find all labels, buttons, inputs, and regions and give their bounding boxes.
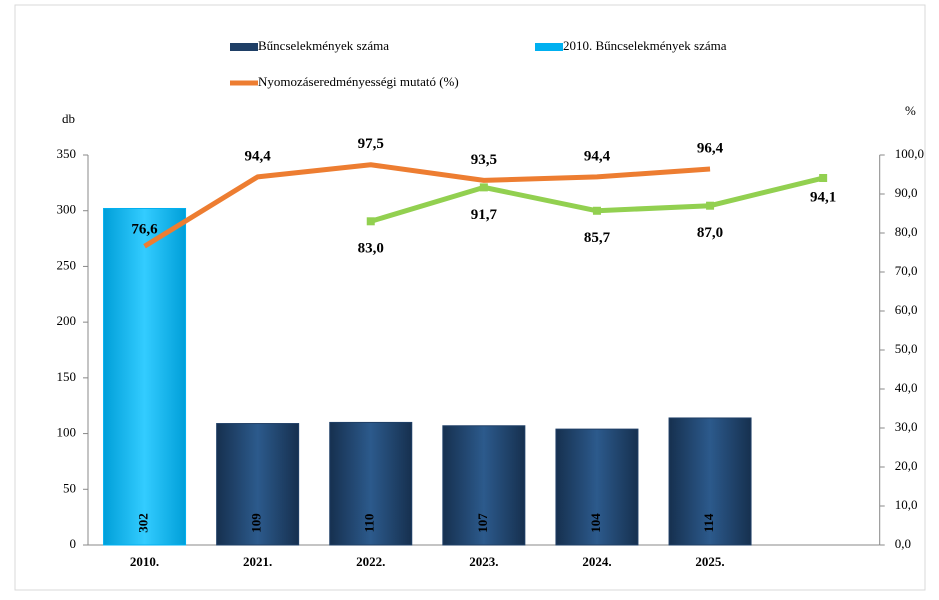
bar xyxy=(668,417,752,546)
y-tick-label: 200 xyxy=(57,313,77,328)
y2-tick-label: 0,0 xyxy=(895,536,911,551)
bar-value-label: 104 xyxy=(588,513,603,533)
bar xyxy=(103,207,187,546)
x-tick-label: 2010. xyxy=(130,554,159,569)
line-marker xyxy=(592,206,601,215)
line-marker xyxy=(479,183,488,192)
line xyxy=(143,162,711,249)
y-tick-label: 0 xyxy=(70,536,77,551)
legend-label: 2010. Bűncselekmények száma xyxy=(563,38,727,53)
y2-tick-label: 100,0 xyxy=(895,146,924,161)
y2-tick-label: 30,0 xyxy=(895,419,918,434)
y-tick-label: 150 xyxy=(57,369,77,384)
bar-value-label: 109 xyxy=(249,513,264,533)
line-value-label: 87,0 xyxy=(697,225,723,241)
y-tick-label: 100 xyxy=(57,425,77,440)
legend-swatch xyxy=(535,43,563,51)
y-tick-label: 50 xyxy=(63,480,76,495)
line-value-label: 83,0 xyxy=(358,241,384,257)
y-tick-label: 350 xyxy=(57,146,77,161)
legend-label: Bűncselekmények száma xyxy=(258,38,389,53)
y2-axis-title: % xyxy=(905,103,916,118)
x-tick-label: 2025. xyxy=(695,554,724,569)
line-value-label: 91,7 xyxy=(471,207,498,223)
x-tick-label: 2024. xyxy=(582,554,611,569)
y-tick-label: 250 xyxy=(57,257,77,272)
y2-tick-label: 20,0 xyxy=(895,458,918,473)
legend-label: Nyomozáseredményességi mutató (%) xyxy=(258,74,459,89)
line-value-label: 85,7 xyxy=(584,230,611,246)
bar-value-label: 114 xyxy=(701,513,716,532)
line-value-label: 94,1 xyxy=(810,189,836,205)
line-value-label: 96,4 xyxy=(697,140,724,156)
y2-tick-label: 90,0 xyxy=(895,185,918,200)
y2-tick-label: 10,0 xyxy=(895,497,918,512)
y2-tick-label: 70,0 xyxy=(895,263,918,278)
bar xyxy=(555,428,639,546)
y2-tick-label: 60,0 xyxy=(895,302,918,317)
y2-tick-label: 40,0 xyxy=(895,380,918,395)
line-value-label: 76,6 xyxy=(131,222,158,238)
legend-swatch xyxy=(230,43,258,51)
line-value-label: 94,4 xyxy=(584,148,611,164)
bar xyxy=(216,423,300,546)
y-tick-label: 300 xyxy=(57,202,77,217)
bar-value-label: 110 xyxy=(362,514,377,533)
line-marker xyxy=(706,201,715,210)
line-marker xyxy=(366,217,375,226)
bar xyxy=(442,425,526,546)
y-axis-title: db xyxy=(62,111,75,126)
line-marker xyxy=(819,174,828,183)
line-value-label: 93,5 xyxy=(471,152,497,168)
bar xyxy=(329,421,413,546)
y2-tick-label: 80,0 xyxy=(895,224,918,239)
x-tick-label: 2022. xyxy=(356,554,385,569)
x-tick-label: 2023. xyxy=(469,554,498,569)
line-value-label: 97,5 xyxy=(358,136,384,152)
x-tick-label: 2021. xyxy=(243,554,272,569)
y2-tick-label: 50,0 xyxy=(895,341,918,356)
line-value-label: 94,4 xyxy=(245,148,272,164)
bar-value-label: 302 xyxy=(136,513,151,533)
bar-value-label: 107 xyxy=(475,513,490,533)
